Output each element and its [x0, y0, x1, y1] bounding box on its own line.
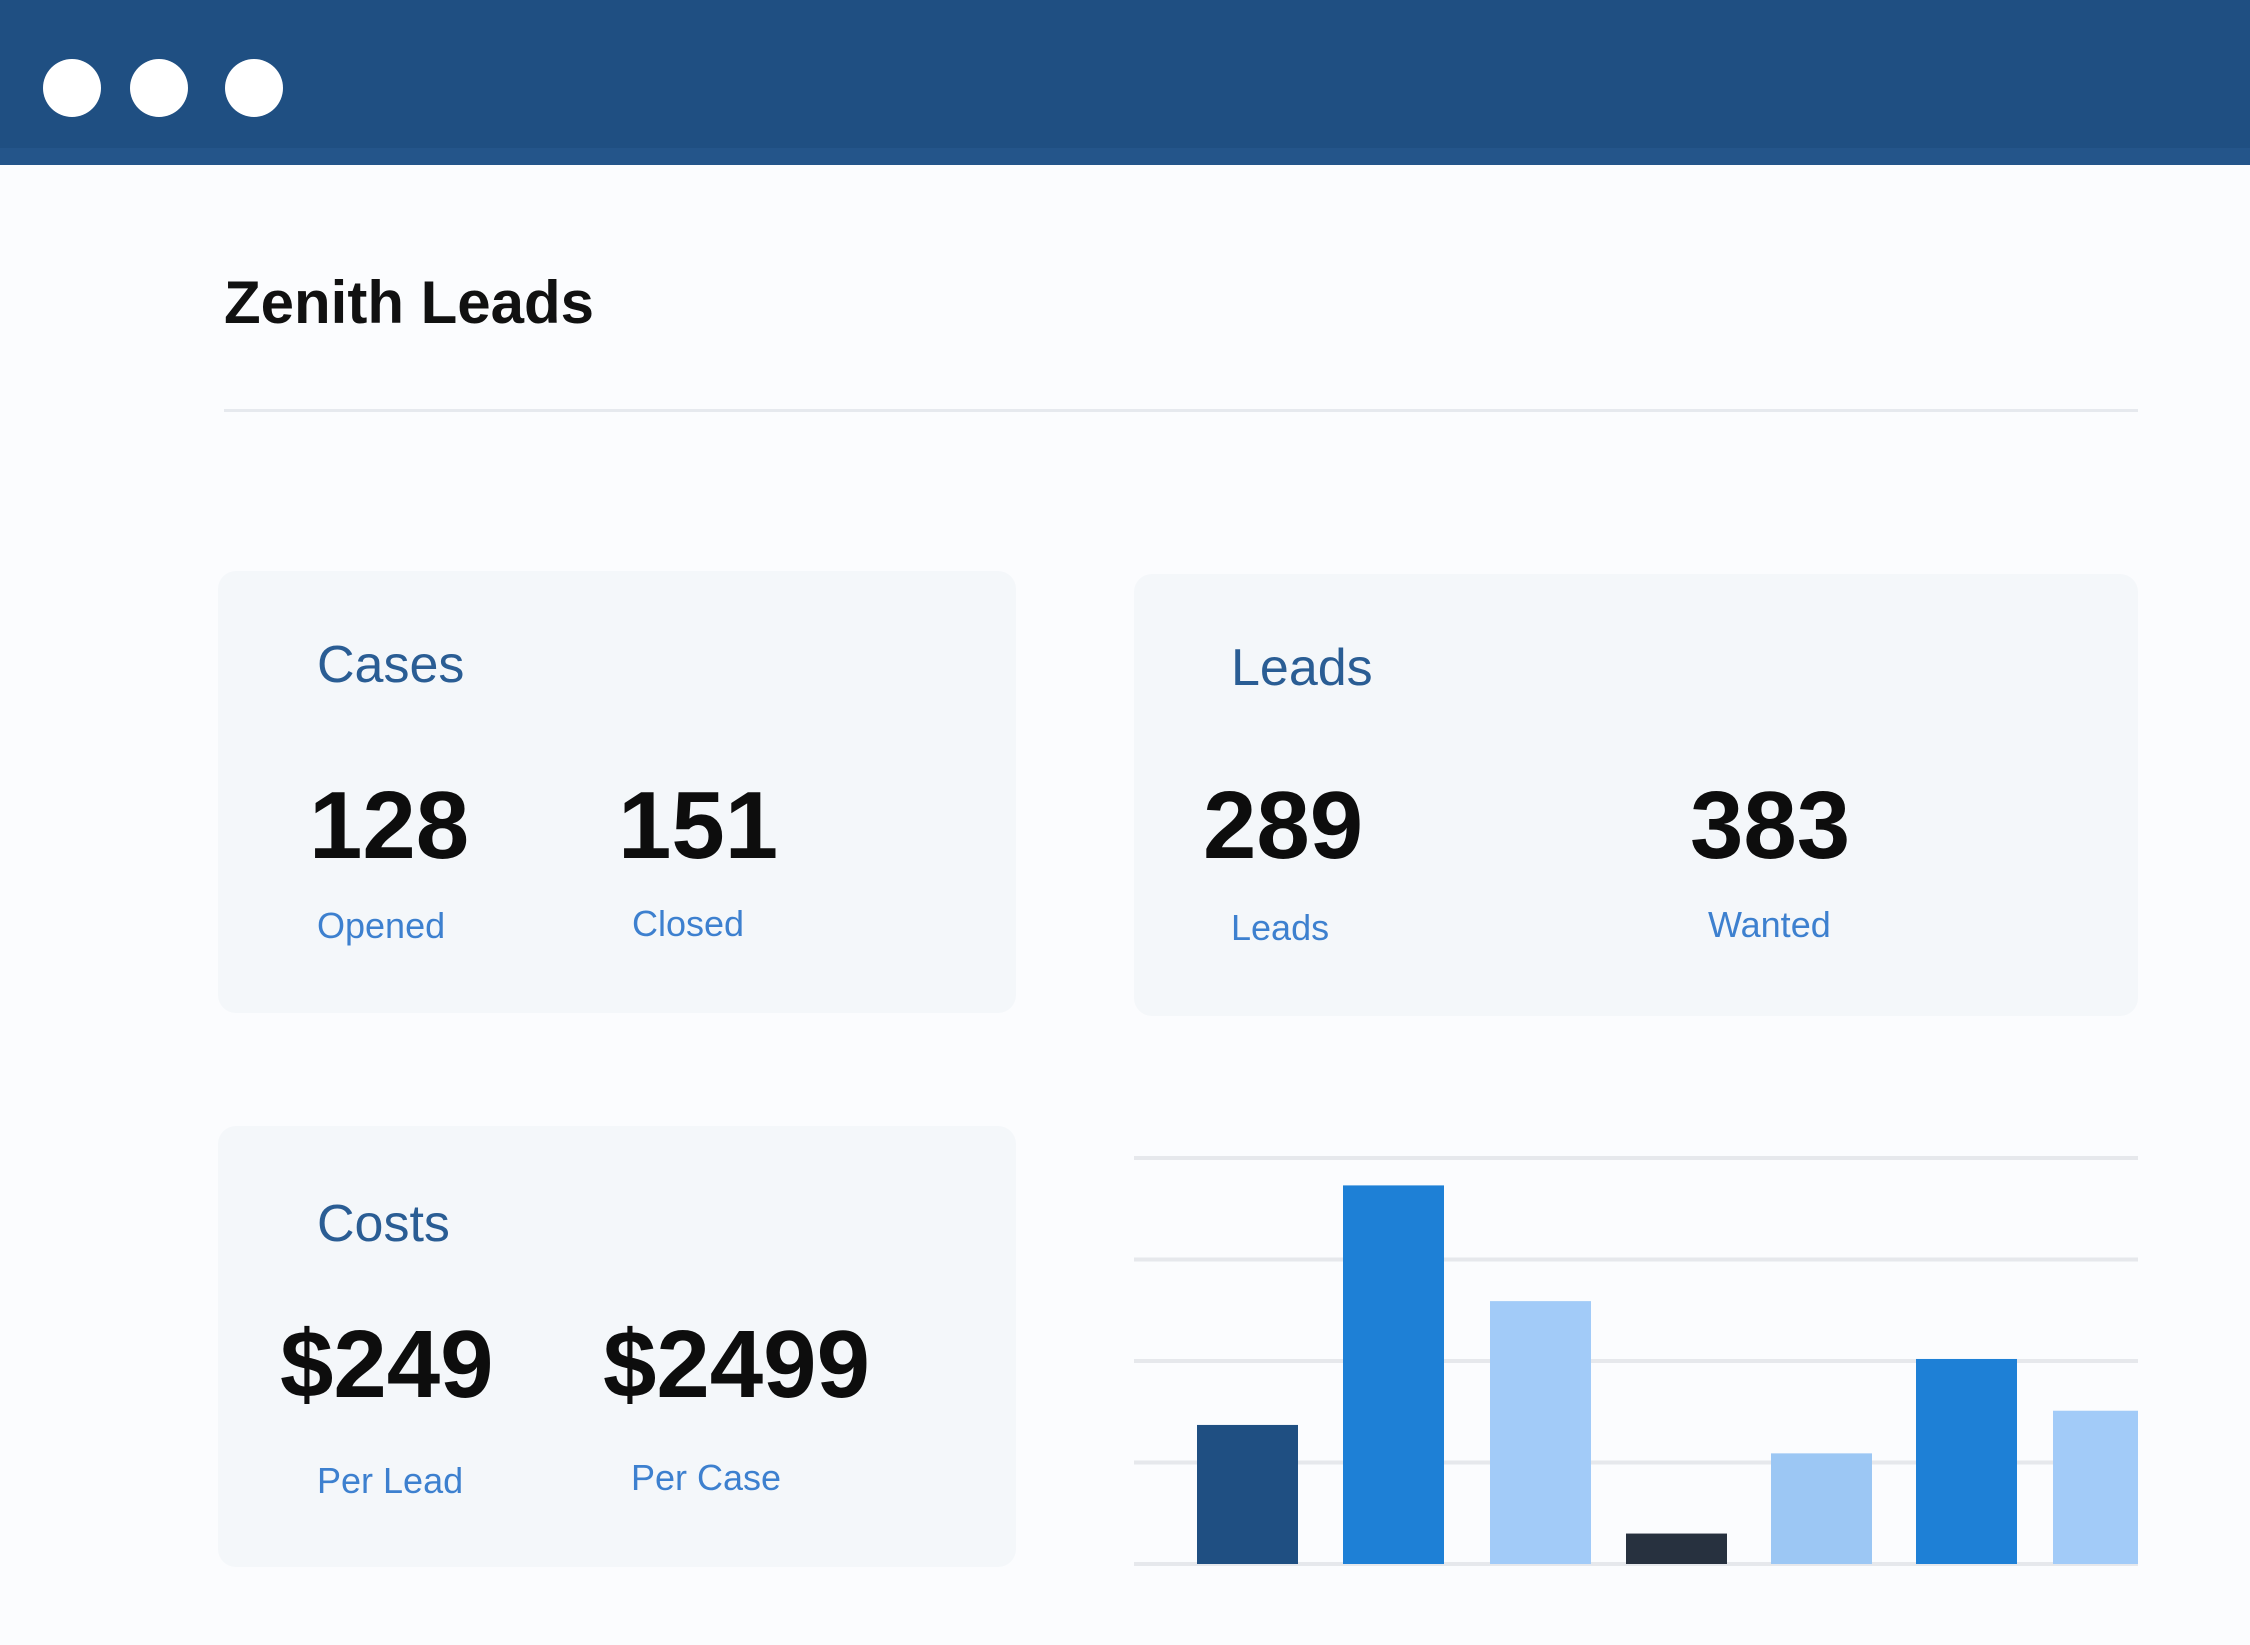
cases-card: Cases 128 Opened 151 Closed: [218, 571, 1016, 1013]
card-title: Leads: [1231, 639, 1373, 697]
bar: [1343, 1185, 1444, 1564]
bar-chart: [1134, 1156, 2138, 1566]
leads-card: Leads 289 Leads 383 Wanted: [1134, 574, 2138, 1016]
stat-value: 151: [618, 772, 779, 879]
stat-label: Wanted: [1708, 904, 1831, 945]
bar: [1626, 1533, 1727, 1564]
window-titlebar: [0, 0, 2250, 165]
stat-value: 289: [1203, 772, 1364, 879]
stat-value: 383: [1690, 772, 1851, 879]
card-title: Costs: [317, 1195, 450, 1253]
stat-value: $249: [280, 1311, 494, 1418]
bar: [1916, 1358, 2017, 1564]
stat-label: Closed: [632, 903, 745, 944]
stat-label: Per Lead: [317, 1460, 464, 1501]
card-title: Cases: [317, 636, 465, 694]
bar: [1771, 1453, 1872, 1564]
stat-value: $2499: [603, 1311, 870, 1418]
bar: [1490, 1301, 1591, 1564]
window-minimize-button[interactable]: [130, 59, 188, 117]
costs-card: Costs $249 Per Lead $2499 Per Case: [218, 1126, 1016, 1567]
stat-label: Per Case: [631, 1457, 782, 1498]
stat-label: Opened: [317, 905, 446, 946]
page-title: Zenith Leads: [224, 269, 595, 336]
bar: [2053, 1410, 2138, 1564]
bar: [1197, 1424, 1298, 1564]
stat-label: Leads: [1231, 907, 1330, 948]
stat-value: 128: [309, 772, 470, 879]
window-close-button[interactable]: [43, 59, 101, 117]
window-maximize-button[interactable]: [225, 59, 283, 117]
divider: [224, 409, 2138, 412]
